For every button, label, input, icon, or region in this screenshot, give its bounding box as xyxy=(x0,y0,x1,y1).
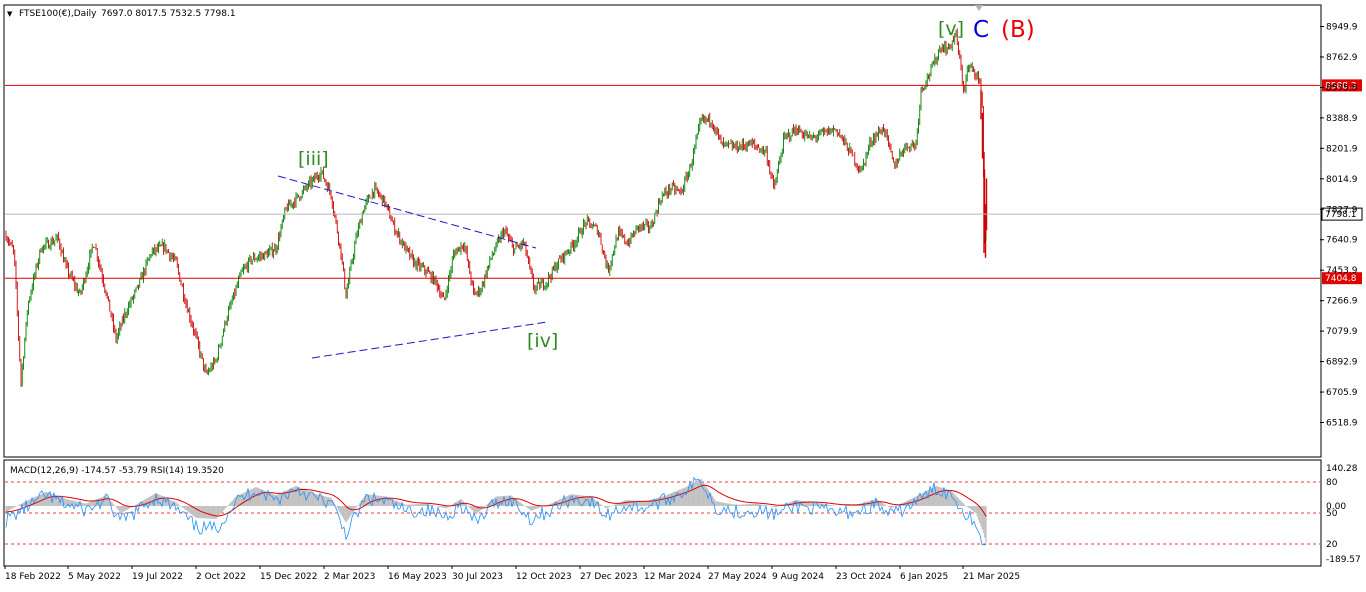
indicator-tick-label: 140.28 xyxy=(1326,464,1358,474)
chart-shift-marker-icon[interactable] xyxy=(975,5,983,11)
price-tick-label: 8575.8 xyxy=(1326,83,1358,93)
ohlc-readout: 7697.0 8017.5 7532.5 7798.1 xyxy=(101,9,236,19)
date-tick-label: 16 May 2023 xyxy=(388,572,447,582)
price-tick-label: 8388.9 xyxy=(1326,114,1358,124)
date-tick-label: 2 Oct 2022 xyxy=(196,572,246,582)
rsi-line xyxy=(5,476,986,546)
current-price-flag xyxy=(1321,207,1363,221)
price-tick-label: 8201.9 xyxy=(1326,144,1358,154)
indicator-layer xyxy=(5,476,1320,546)
price-flag xyxy=(1322,79,1362,92)
wave-label[interactable]: (B) xyxy=(1001,17,1035,43)
date-tick-label: 30 Jul 2023 xyxy=(452,572,503,582)
price-axis[interactable]: 8949.9 8762.9 8575.8 8388.9 8201.9 8014.9 7827… xyxy=(1320,23,1358,429)
date-tick-label: 27 Dec 2023 xyxy=(580,572,638,582)
price-tick-label: 6892.9 xyxy=(1326,358,1358,368)
date-tick-label: 19 Jul 2022 xyxy=(132,572,183,582)
date-tick-label: 2 Mar 2023 xyxy=(324,572,375,582)
price-flag-label: 7404.8 xyxy=(1325,274,1357,284)
date-tick-label: 5 May 2022 xyxy=(68,572,121,582)
price-tick-label: 7453.9 xyxy=(1326,266,1358,276)
indicator-axis[interactable]: 140.28 80 500.00 20 -189.57 xyxy=(1326,464,1361,565)
indicator-tick-label: 0.00 xyxy=(1326,502,1346,512)
date-tick-label: 23 Oct 2024 xyxy=(836,572,892,582)
price-tick-label: 7079.9 xyxy=(1326,327,1358,337)
price-tick-label: 7266.9 xyxy=(1326,297,1358,307)
price-tick-label: 8762.9 xyxy=(1326,53,1358,63)
indicator-tick-label: 20 xyxy=(1326,540,1338,550)
dropdown-arrow-icon[interactable]: ▼ xyxy=(7,10,13,18)
price-tick-label: 7827.9 xyxy=(1326,205,1358,215)
price-tick-label: 6518.9 xyxy=(1326,419,1358,429)
date-tick-label: 27 May 2024 xyxy=(708,572,767,582)
price-flag-label: 8588.3 xyxy=(1325,81,1357,91)
indicator-tick-label: -189.57 xyxy=(1326,555,1361,565)
price-flag xyxy=(1322,272,1362,285)
symbol-label: FTSE100(€),Daily xyxy=(19,9,97,19)
wave-label[interactable]: [iv] xyxy=(527,330,558,352)
price-tick-label: 7640.9 xyxy=(1326,236,1358,246)
wave-label[interactable]: C xyxy=(973,17,989,43)
date-tick-label: 21 Mar 2025 xyxy=(963,572,1020,582)
date-tick-label: 15 Dec 2022 xyxy=(260,572,318,582)
horizontal-lines-layer: 8588.3 7404.8 7798.1 xyxy=(5,79,1363,285)
candles-layer xyxy=(5,28,988,387)
date-tick-label: 6 Jan 2025 xyxy=(900,572,948,582)
date-tick-label: 18 Feb 2022 xyxy=(5,572,61,582)
wave-label[interactable]: [v] xyxy=(938,18,964,40)
price-tick-label: 8949.9 xyxy=(1326,23,1358,33)
date-axis[interactable]: 18 Feb 2022 5 May 2022 19 Jul 2022 2 Oct 20… xyxy=(4,566,1020,582)
date-tick-label: 9 Aug 2024 xyxy=(772,572,824,582)
trendlines-layer xyxy=(277,175,548,359)
upper-trendline[interactable] xyxy=(277,175,537,249)
price-tick-label: 8014.9 xyxy=(1326,175,1358,185)
wave-label[interactable]: [iii] xyxy=(298,148,329,170)
wave-labels-layer: [iii] [iv] [v] C (B) xyxy=(298,5,1035,352)
current-price-label: 7798.1 xyxy=(1325,210,1357,220)
date-tick-label: 12 Mar 2024 xyxy=(644,572,701,582)
main-pane-frame xyxy=(3,4,1322,458)
indicator-tick-label: 80 xyxy=(1326,478,1338,488)
lower-trendline[interactable] xyxy=(311,321,548,359)
macd-signal-line xyxy=(5,484,987,517)
indicator-tick-label: 50 xyxy=(1326,509,1338,519)
date-tick-label: 12 Oct 2023 xyxy=(516,572,572,582)
price-tick-label: 6705.9 xyxy=(1326,388,1358,398)
macd-header-label: MACD(12,26,9) -174.57 -53.79 RSI(14) 19.… xyxy=(10,466,224,476)
